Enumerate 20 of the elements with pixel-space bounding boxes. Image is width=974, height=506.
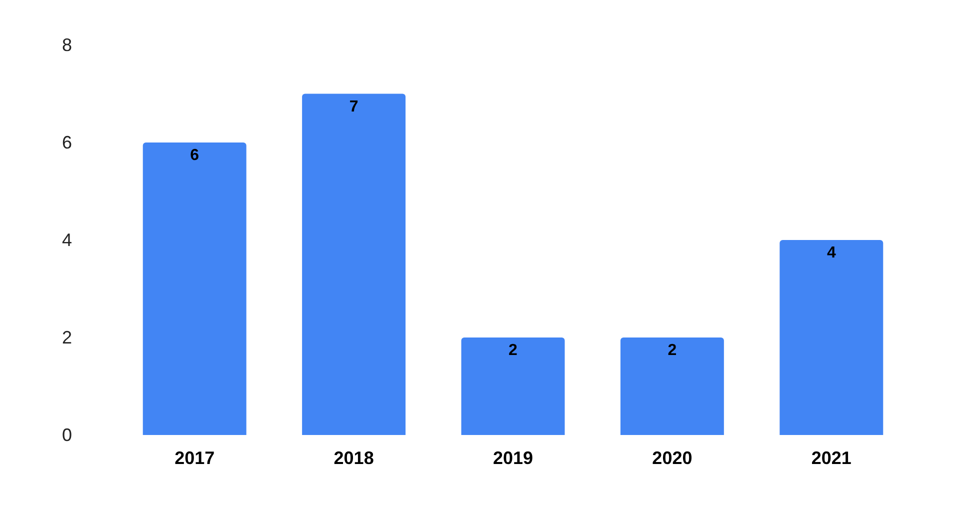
data-label: 6 bbox=[190, 147, 200, 164]
bar bbox=[142, 142, 246, 435]
bar bbox=[780, 240, 884, 435]
x-tick-label: 2019 bbox=[492, 448, 534, 468]
data-label: 2 bbox=[668, 342, 677, 359]
data-label: 2 bbox=[508, 342, 518, 359]
y-tick-label: 4 bbox=[62, 230, 72, 250]
bar bbox=[620, 338, 724, 435]
bar bbox=[461, 338, 565, 435]
y-tick-label: 6 bbox=[62, 132, 72, 152]
data-label: 4 bbox=[826, 244, 836, 262]
x-tick-label: 2017 bbox=[174, 448, 215, 468]
bar bbox=[302, 94, 406, 435]
data-label: 7 bbox=[349, 98, 358, 116]
y-tick-label: 8 bbox=[62, 35, 72, 55]
x-tick-label: 2018 bbox=[334, 448, 374, 468]
x-tick-label: 2020 bbox=[652, 448, 692, 468]
x-tick-label: 2021 bbox=[811, 448, 852, 468]
y-tick-label: 2 bbox=[62, 328, 72, 348]
y-tick-label: 0 bbox=[62, 425, 72, 445]
